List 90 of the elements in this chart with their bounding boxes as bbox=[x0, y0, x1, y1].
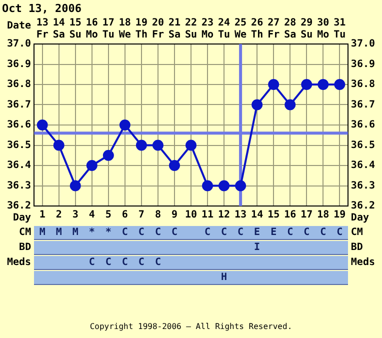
point bbox=[168, 160, 180, 171]
x-tick-label: 14 Sa bbox=[52, 18, 65, 41]
text: I bbox=[253, 241, 262, 254]
y-tick-label: 36.2 bbox=[6, 200, 32, 212]
y2-tick-label: 36.8 bbox=[350, 79, 376, 90]
x2-tick-label: 9 bbox=[171, 210, 178, 221]
x-tick-label: 25 We bbox=[234, 18, 247, 41]
x-tick-label: 13 Fr bbox=[36, 18, 48, 41]
point bbox=[152, 140, 164, 151]
x2-tick-label: 13 bbox=[234, 210, 247, 221]
x2-tick-label: 19 bbox=[334, 210, 346, 221]
x-tick-label: 19 Th bbox=[135, 18, 148, 41]
y2-tick-label: 36.3 bbox=[350, 180, 376, 192]
x2-tick-label: 12 bbox=[218, 210, 230, 221]
y-tick-label: 36.7 bbox=[6, 99, 32, 110]
y2-tick-label: 36.5 bbox=[350, 140, 376, 151]
x2-tick-label: 17 bbox=[300, 210, 313, 221]
x-tick-label: 27 Fr bbox=[268, 18, 280, 41]
text: Day bbox=[13, 212, 32, 224]
point bbox=[119, 120, 130, 130]
y-tick-label: 36.4 bbox=[6, 160, 32, 172]
point bbox=[186, 140, 196, 151]
x-tick-label: 29 Su bbox=[300, 18, 313, 41]
text: BD bbox=[19, 242, 32, 253]
point bbox=[102, 150, 114, 161]
y-tick-label: 36.6 bbox=[6, 120, 32, 131]
point bbox=[235, 180, 246, 192]
x2-tick-label: 11 bbox=[201, 210, 214, 221]
text: CM bbox=[350, 226, 363, 239]
point bbox=[70, 180, 81, 192]
x-tick-label: 16 Mo bbox=[86, 18, 98, 41]
point bbox=[252, 99, 263, 110]
text: Meds bbox=[7, 257, 32, 268]
y2-tick-label: 36.7 bbox=[350, 99, 376, 110]
point bbox=[284, 99, 296, 110]
x-tick-label: 22 Su bbox=[184, 18, 198, 41]
x2-tick-label: 15 bbox=[268, 210, 280, 221]
point bbox=[334, 79, 346, 90]
text: BD bbox=[350, 241, 363, 254]
y-tick-label: 36.3 bbox=[6, 180, 32, 192]
x-tick-label: 30 Mo bbox=[317, 18, 330, 41]
y-tick-label: 36.9 bbox=[6, 58, 32, 70]
x2-tick-label: 1 bbox=[39, 210, 46, 221]
x-tick-label: 17 Tu bbox=[102, 18, 114, 41]
x2-tick-label: 14 bbox=[251, 210, 264, 221]
x2-tick-label: 4 bbox=[88, 210, 95, 221]
point bbox=[268, 79, 280, 90]
x-tick-label: 20 Fr bbox=[152, 18, 164, 41]
y2-tick-label: 37.0 bbox=[350, 38, 376, 50]
x-tick-label: 15 Su bbox=[69, 18, 82, 41]
point bbox=[53, 140, 64, 151]
x2-tick-label: 5 bbox=[105, 210, 112, 221]
x-tick-label: 28 Sa bbox=[284, 18, 296, 41]
x-tick-label: 23 Mo bbox=[201, 18, 214, 41]
point bbox=[36, 120, 48, 130]
x2-tick-label: 8 bbox=[154, 210, 161, 221]
text: H bbox=[220, 271, 228, 284]
x-tick-label: 26 Th bbox=[251, 18, 264, 41]
x2-tick-label: 10 bbox=[184, 210, 198, 221]
x-tick-label: 18 We bbox=[118, 18, 131, 41]
point bbox=[218, 180, 230, 192]
point bbox=[318, 79, 329, 90]
point bbox=[86, 160, 98, 171]
point bbox=[136, 140, 147, 151]
text: Meds bbox=[350, 256, 375, 269]
text: Copyright 1998-2006 – All Rights Reserved. bbox=[88, 322, 294, 331]
x2-tick-label: 18 bbox=[317, 210, 330, 221]
y2-tick-label: 36.6 bbox=[350, 120, 376, 131]
x2-tick-label: 16 bbox=[284, 210, 296, 221]
y-tick-label: 37.0 bbox=[6, 38, 32, 50]
text: CM bbox=[19, 227, 32, 238]
y-tick-label: 36.5 bbox=[6, 140, 32, 151]
x2-tick-label: 6 bbox=[122, 210, 128, 221]
point bbox=[301, 79, 312, 90]
y2-tick-label: 36.9 bbox=[350, 58, 376, 70]
x-tick-label: 21 Sa bbox=[168, 18, 181, 41]
x2-tick-label: 3 bbox=[72, 210, 78, 221]
text: C C C C C bbox=[88, 256, 162, 269]
y-tick-label: 36.8 bbox=[6, 79, 32, 90]
x2-axis-title: Day bbox=[350, 212, 369, 224]
x2-tick-label: 7 bbox=[138, 210, 144, 221]
y2-tick-label: 36.4 bbox=[350, 160, 376, 172]
x-tick-label: 24 Tu bbox=[218, 18, 230, 41]
text: M M M * * C C C C C C C E E C C C C bbox=[39, 227, 343, 238]
y2-tick-label: 36.2 bbox=[350, 200, 376, 212]
chart-title: Oct 13, 2006 bbox=[2, 2, 82, 15]
x-tick-label: 31 Tu bbox=[334, 18, 346, 41]
x-axis-title: Date bbox=[6, 20, 32, 32]
point bbox=[202, 180, 214, 192]
x2-tick-label: 2 bbox=[56, 210, 62, 221]
